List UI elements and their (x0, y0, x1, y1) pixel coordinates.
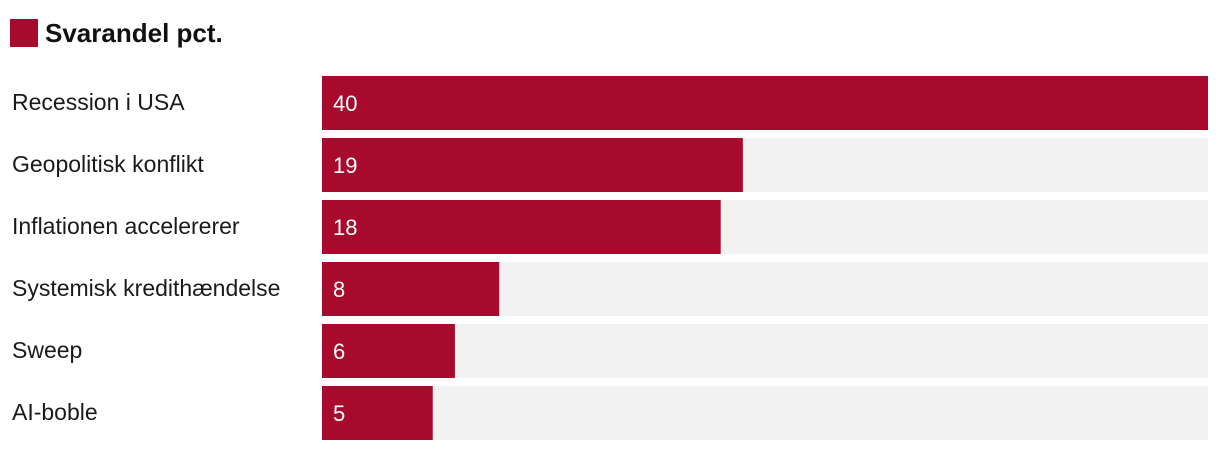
value-label: 5 (333, 401, 345, 426)
category-label: Inflationen accelererer (12, 213, 240, 239)
category-label: AI-boble (12, 399, 98, 425)
bar-track (322, 386, 1208, 440)
category-label: Systemisk kredithændelse (12, 275, 280, 301)
legend-swatch (10, 19, 38, 47)
bar (322, 262, 500, 316)
bar (322, 200, 721, 254)
category-label: Geopolitisk konflikt (12, 151, 204, 177)
bar-track (322, 324, 1208, 378)
value-label: 8 (333, 277, 345, 302)
bar (322, 324, 455, 378)
legend-label: Svarandel pct. (45, 18, 223, 48)
value-label: 19 (333, 153, 357, 178)
legend: Svarandel pct. (10, 18, 223, 48)
bar (322, 386, 433, 440)
value-label: 18 (333, 215, 357, 240)
category-label: Recession i USA (12, 89, 185, 115)
bar (322, 76, 1208, 130)
value-label: 40 (333, 91, 357, 116)
category-label: Sweep (12, 337, 82, 363)
bar (322, 138, 743, 192)
value-label: 6 (333, 339, 345, 364)
